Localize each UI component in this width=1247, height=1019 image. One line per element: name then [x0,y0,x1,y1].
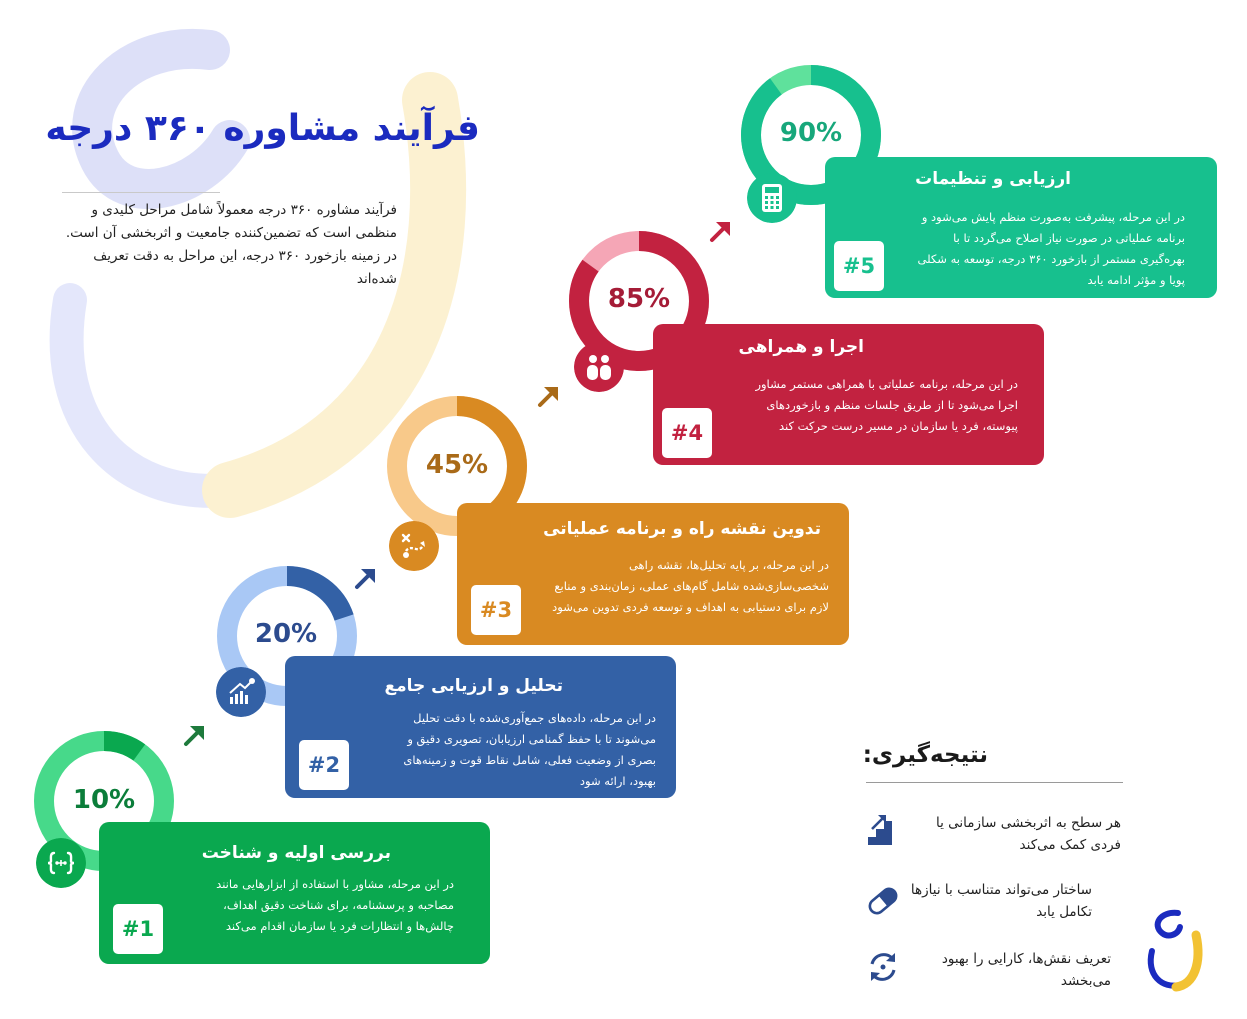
step-5-title: ارزیابی و تنظیمات [915,169,1071,189]
step-arrow-1 [184,726,204,746]
conclusion-item-1: هر سطح به اثربخشی سازمانی یا فردی کمک می… [935,815,1121,853]
step-1-number: #1 [113,904,163,954]
step-4-number: #4 [662,408,712,458]
people-icon [574,342,624,392]
step-arrow-4 [710,222,730,242]
step-2-title: تحلیل و ارزیابی جامع [384,676,563,696]
step-3-percent: 45% [425,450,489,480]
brand-logo [1147,909,1203,992]
conclusion-title: نتیجه‌گیری: [862,742,988,768]
code-braces-icon [36,838,86,888]
step-4-title: اجرا و همراهی [738,337,864,357]
background-logo-watermark [49,28,467,518]
step-2-card: تحلیل و ارزیابی جامع در این مرحله، داده‌… [285,656,676,798]
refresh-cycle-icon [870,953,896,981]
title-divider [62,192,220,193]
step-2-body: در این مرحله، داده‌های جمع‌آوری‌شده با د… [403,711,656,788]
step-3-title: تدوین نقشه راه و برنامه عملیاتی [543,519,821,539]
step-arrow-2 [355,569,375,589]
step-3-body: در این مرحله، بر پایه تحلیل‌ها، نقشه راه… [552,558,829,614]
intro-paragraph: فرآیند مشاوره ۳۶۰ درجه معمولاً شامل مراح… [65,202,397,287]
step-1-body: در این مرحله، مشاور با استفاده از ابزاره… [216,877,454,933]
step-5-body: در این مرحله، پیشرفت به‌صورت منظم پایش م… [917,210,1185,287]
capsule-icon [868,887,898,915]
calculator-icon [747,173,797,223]
step-4-percent: 85% [607,284,671,314]
route-icon [389,521,439,571]
stairs-up-icon [868,815,892,845]
step-2-number: #2 [299,740,349,790]
step-1-card: بررسی اولیه و شناخت در این مرحله، مشاور … [99,822,490,964]
step-3-number: #3 [471,585,521,635]
step-3-card: تدوین نقشه راه و برنامه عملیاتی در این م… [457,503,849,645]
step-2-percent: 20% [254,619,318,649]
step-4-card: اجرا و همراهی در این مرحله، برنامه عملیا… [653,324,1044,465]
step-arrow-3 [538,387,558,407]
progress-ring-step-4 [569,231,709,371]
step-5-number: #5 [834,241,884,291]
growth-chart-icon [216,667,266,717]
step-1-percent: 10% [72,785,136,815]
step-1-title: بررسی اولیه و شناخت [201,843,391,863]
step-4-body: در این مرحله، برنامه عملیاتی با همراهی م… [755,377,1018,433]
progress-ring-step-5 [741,65,881,205]
conclusion-item-3: تعریف نقش‌ها، کارایی را بهبود می‌بخشد [941,951,1111,989]
conclusion-item-2: ساختار می‌تواند متناسب با نیازها تکامل ی… [910,882,1092,920]
conclusion-divider [866,782,1123,783]
page-title: فرآیند مشاوره ۳۶۰ درجه [45,108,480,149]
step-5-percent: 90% [779,118,843,148]
step-5-card: ارزیابی و تنظیمات در این مرحله، پیشرفت ب… [825,157,1217,298]
